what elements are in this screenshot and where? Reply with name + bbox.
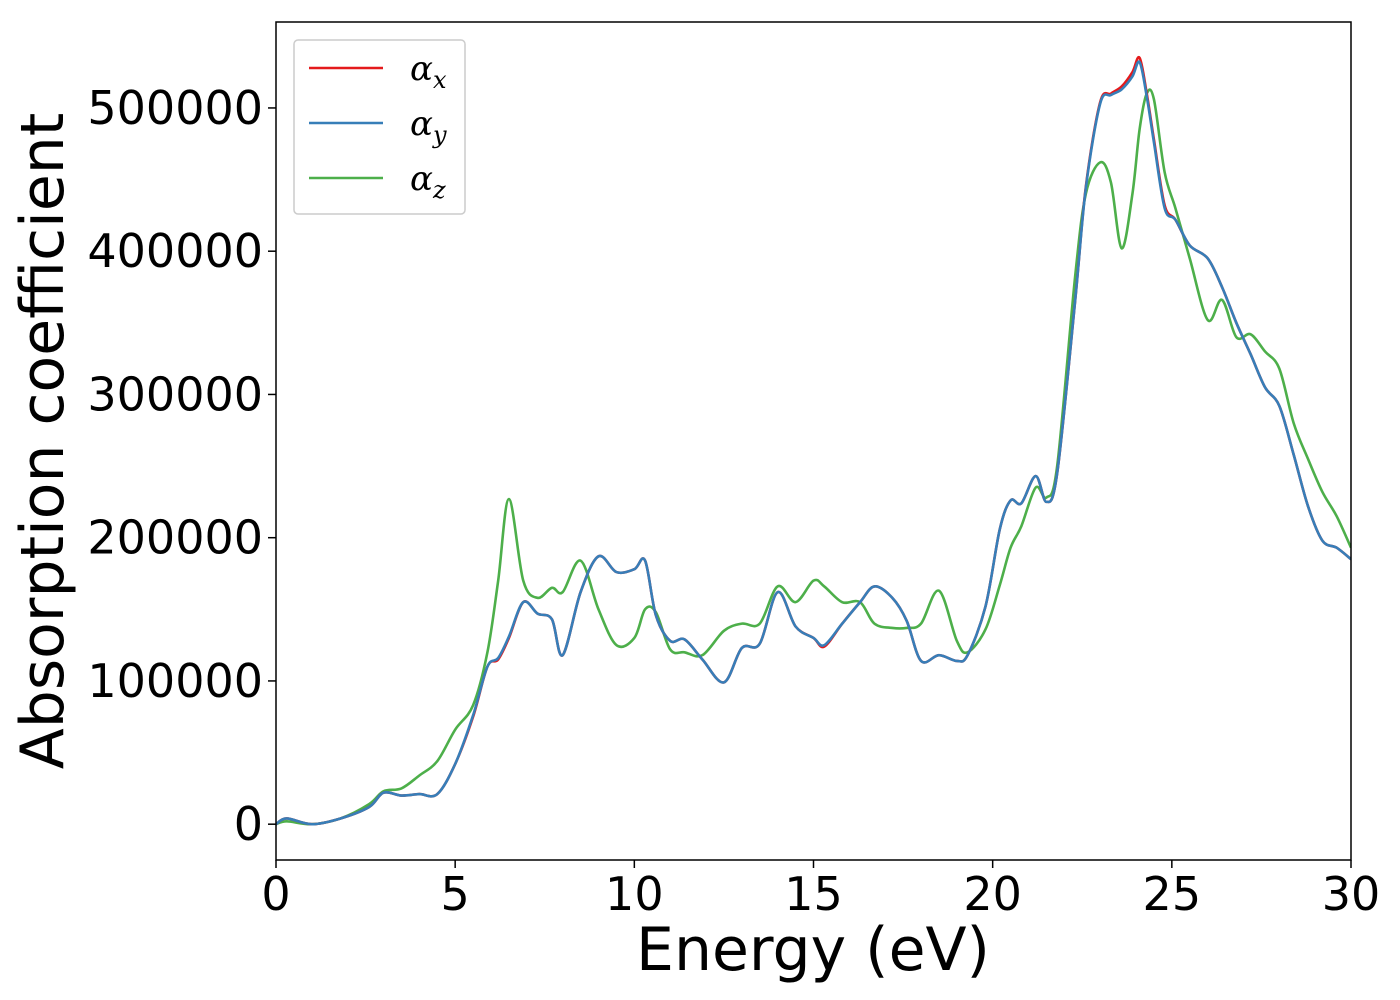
y-tick-label: 0	[234, 797, 263, 851]
x-axis-ticks: 0 5 10 15 20 25 30	[261, 860, 1380, 921]
x-axis-label: Energy (eV)	[636, 915, 990, 985]
series-line-1	[276, 60, 1351, 826]
legend-label: αz	[410, 159, 446, 204]
x-tick-label: 5	[441, 867, 470, 921]
y-tick-label: 500000	[87, 81, 263, 135]
legend-box	[293, 39, 466, 215]
legend-label: αx	[410, 49, 447, 94]
x-tick-label: 25	[1143, 867, 1202, 921]
x-tick-label: 10	[605, 867, 664, 921]
series-layer	[276, 55, 1351, 826]
legend-label: αy	[410, 104, 447, 149]
y-axis-ticks: 0 100000 200000 300000 400000 500000	[87, 81, 276, 851]
x-tick-label: 15	[784, 867, 843, 921]
y-axis-label: Absorption coefficient	[8, 113, 78, 770]
y-tick-label: 100000	[87, 654, 263, 708]
y-tick-label: 400000	[87, 224, 263, 278]
series-line-2	[276, 88, 1351, 826]
legend: αx αy αz	[293, 39, 466, 215]
legend-items: αx αy αz	[309, 49, 447, 204]
x-tick-label: 0	[261, 867, 290, 921]
x-tick-label: 20	[963, 867, 1022, 921]
y-tick-label: 200000	[87, 511, 263, 565]
y-tick-label: 300000	[87, 367, 263, 421]
x-tick-label: 30	[1322, 867, 1381, 921]
